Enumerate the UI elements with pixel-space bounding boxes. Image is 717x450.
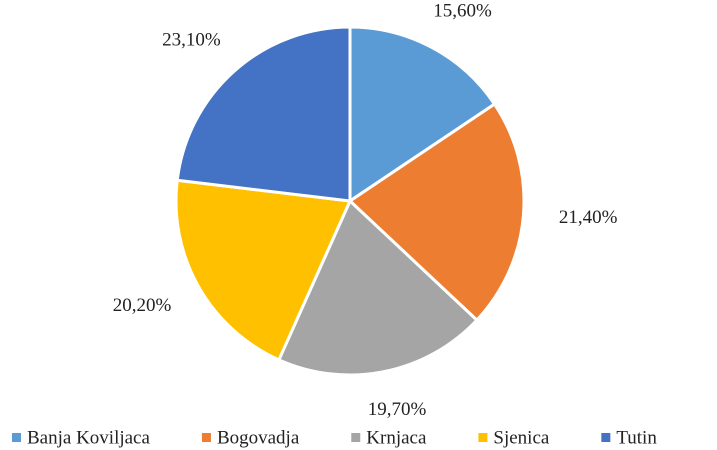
legend-label: Krnjaca: [366, 427, 427, 448]
data-label: 21,40%: [559, 207, 618, 228]
legend-swatch: [351, 433, 361, 442]
pie-slice: [276, 198, 479, 377]
legend-label: Bogovadja: [217, 427, 300, 448]
pie-slice: [175, 25, 352, 203]
legend-label: Banja Koviljaca: [27, 427, 150, 448]
legend-label: Tutin: [616, 427, 657, 448]
legend-swatch: [12, 433, 21, 442]
legend-swatch: [201, 433, 211, 442]
legend-label: Sjenica: [493, 427, 549, 448]
legend-swatch: [478, 433, 488, 442]
data-label: 19,70%: [368, 399, 427, 420]
legend-swatch: [601, 433, 611, 442]
data-label: 20,20%: [113, 295, 172, 316]
pie-slice: [348, 25, 497, 204]
data-label: 23,10%: [162, 29, 221, 50]
pie-slice: [174, 178, 353, 362]
data-label: 15,60%: [433, 1, 492, 22]
pie-slice: [347, 102, 526, 323]
